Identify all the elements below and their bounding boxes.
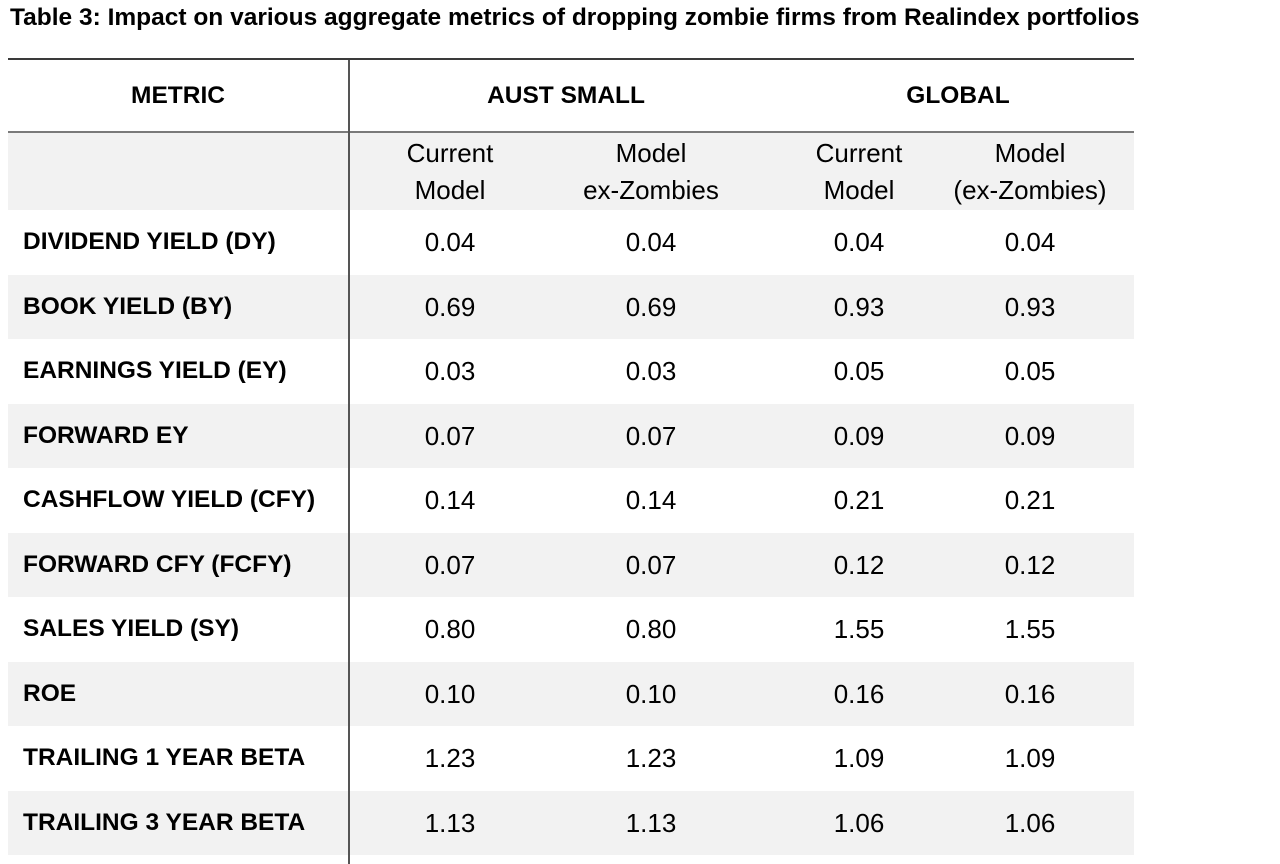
value-cell: 0.21	[1004, 485, 1056, 515]
subheader-line: Model	[994, 137, 1066, 168]
value-cell: 0.10	[424, 678, 476, 709]
subheader-line: Current	[815, 137, 903, 168]
table-row: BOOK YIELD (BY) 0.69 0.69 0.93 0.93	[8, 274, 1134, 339]
metrics-table: METRIC AUST SMALL GLOBAL Current Model M…	[8, 58, 1134, 864]
metric-label: EARNINGS YIELD (EY)	[23, 357, 287, 384]
value-cell: 0.80	[424, 614, 476, 644]
subheader-line: Current	[406, 137, 494, 168]
table-row: CASHFLOW YIELD (CFY) 0.14 0.14 0.21 0.21	[8, 468, 1134, 533]
metric-label: CASHFLOW YIELD (CFY)	[23, 486, 316, 513]
metric-label: ROE	[23, 679, 77, 707]
value-cell: 0.14	[424, 485, 476, 515]
table-row: TRAILING 1 YEAR BETA 1.23 1.23 1.09 1.09	[8, 726, 1134, 791]
value-cell: 0.05	[1004, 356, 1056, 386]
value-cell: 0.69	[424, 291, 476, 322]
value-cell: 0.05	[833, 356, 885, 386]
subheader-aust-current-model: Current Model	[350, 133, 550, 210]
value-cell: 0.80	[625, 614, 677, 644]
table-row: EARNINGS YIELD (EY) 0.03 0.03 0.05 0.05	[8, 339, 1134, 404]
table-row: DIVIDEND YIELD (DY) 0.04 0.04 0.04 0.04	[8, 210, 1134, 275]
table-title: Table 3: Impact on various aggregate met…	[10, 4, 1140, 31]
value-cell: 0.04	[1004, 227, 1056, 257]
subheader-line: Model	[823, 174, 895, 205]
subheader-line: ex-Zombies	[583, 174, 719, 205]
value-cell: 0.93	[833, 291, 885, 322]
subheader-global-model-ex-zombies: Model (ex-Zombies)	[944, 133, 1116, 210]
value-cell: 0.04	[625, 227, 677, 257]
value-cell: 0.04	[833, 227, 885, 257]
subheader-global-current-model: Current Model	[774, 133, 944, 210]
value-cell: 1.13	[625, 807, 677, 838]
global-group-header: GLOBAL	[906, 82, 1010, 109]
value-cell: 0.07	[424, 420, 476, 451]
value-cell: 0.03	[424, 356, 476, 386]
metric-label: SALES YIELD (SY)	[23, 615, 240, 642]
value-cell: 1.06	[833, 807, 885, 838]
value-cell: 0.21	[833, 485, 885, 515]
metric-label: DIVIDEND YIELD (DY)	[23, 228, 276, 255]
table-row: ROE 0.10 0.10 0.16 0.16	[8, 661, 1134, 726]
metric-label: BOOK YIELD (BY)	[23, 292, 233, 320]
value-cell: 0.12	[1004, 549, 1056, 580]
table-top-rule	[8, 58, 1134, 60]
subheader-line: Model	[414, 174, 486, 205]
value-cell: 0.93	[1004, 291, 1056, 322]
value-cell: 0.09	[1004, 420, 1056, 451]
subheader-line: (ex-Zombies)	[953, 174, 1107, 205]
value-cell: 1.09	[1004, 743, 1056, 773]
metric-column-header: METRIC	[131, 82, 225, 109]
subheader-row	[8, 133, 1134, 210]
subheader-line: Model	[615, 137, 687, 168]
value-cell: 0.07	[625, 549, 677, 580]
metric-label: TRAILING 1 YEAR BETA	[23, 744, 306, 771]
value-cell: 0.04	[424, 227, 476, 257]
table-row: SALES YIELD (SY) 0.80 0.80 1.55 1.55	[8, 597, 1134, 662]
value-cell: 0.16	[833, 678, 885, 709]
value-cell: 0.16	[1004, 678, 1056, 709]
aust-small-group-header: AUST SMALL	[487, 82, 645, 109]
header-divider-rule	[8, 131, 1134, 133]
table-row: TRAILING 3 YEAR BETA 1.13 1.13 1.06 1.06	[8, 790, 1134, 855]
value-cell: 1.09	[833, 743, 885, 773]
metric-label: FORWARD CFY (FCFY)	[23, 550, 292, 578]
value-cell: 1.55	[833, 614, 885, 644]
value-cell: 1.23	[625, 743, 677, 773]
metric-label: FORWARD EY	[23, 421, 189, 449]
value-cell: 0.09	[833, 420, 885, 451]
value-cell: 0.14	[625, 485, 677, 515]
metric-label: TRAILING 3 YEAR BETA	[23, 808, 306, 836]
value-cell: 0.10	[625, 678, 677, 709]
value-cell: 1.06	[1004, 807, 1056, 838]
subheader-aust-model-ex-zombies: Model ex-Zombies	[550, 133, 752, 210]
table-row: FORWARD CFY (FCFY) 0.07 0.07 0.12 0.12	[8, 532, 1134, 597]
value-cell: 1.55	[1004, 614, 1056, 644]
value-cell: 1.13	[424, 807, 476, 838]
value-cell: 0.12	[833, 549, 885, 580]
table-row: FORWARD EY 0.07 0.07 0.09 0.09	[8, 403, 1134, 468]
value-cell: 1.23	[424, 743, 476, 773]
value-cell: 0.07	[424, 549, 476, 580]
metric-column-divider	[348, 60, 350, 864]
value-cell: 0.03	[625, 356, 677, 386]
value-cell: 0.69	[625, 291, 677, 322]
value-cell: 0.07	[625, 420, 677, 451]
